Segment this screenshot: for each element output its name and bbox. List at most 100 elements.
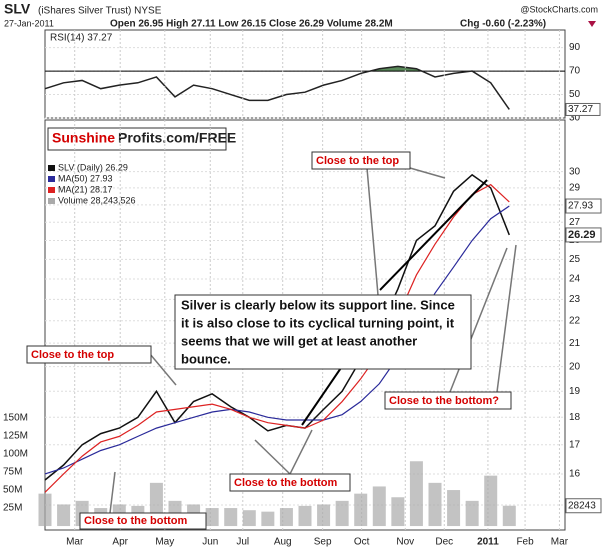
series-line <box>44 183 510 493</box>
symbol: SLV <box>4 1 31 17</box>
last-value: 26.29 <box>568 229 596 241</box>
volume-bar <box>57 504 71 527</box>
volume-bar <box>298 505 312 527</box>
x-tick-label: Jul <box>236 537 249 548</box>
y2-tick-label: 125M <box>3 431 28 442</box>
y-tick-label: 30 <box>569 166 581 177</box>
volume-bar <box>372 486 386 527</box>
y-tick-label: 50 <box>569 89 581 100</box>
y2-tick-label: 25M <box>3 503 22 514</box>
y2-tick-label: 75M <box>3 467 22 478</box>
x-tick-label: Apr <box>112 537 128 548</box>
y-tick-label: 25 <box>569 254 581 265</box>
annotation: Close to the bottom <box>84 515 187 527</box>
logo-red: Sunshine <box>52 130 115 146</box>
annotation-box <box>79 512 207 530</box>
y-tick-label: 24 <box>569 274 581 285</box>
source: @StockCharts.com <box>520 4 598 14</box>
x-tick-label: Dec <box>435 537 453 548</box>
y-tick-label: 30 <box>569 113 581 124</box>
logo-box <box>47 127 227 151</box>
last-value: 27.93 <box>568 201 593 212</box>
legend-entry: SLV (Daily) 26.29 <box>58 162 128 172</box>
volume-bar <box>447 490 461 527</box>
last-value-box <box>565 102 601 116</box>
comment-line: it is also close to its cyclical turning… <box>181 315 455 330</box>
date: 27-Jan-2011 <box>4 18 54 28</box>
last-value: 37.27 <box>568 104 593 115</box>
overbought-area <box>369 66 422 72</box>
y-tick-label: 18 <box>569 412 581 423</box>
annotation: Close to the top <box>31 349 114 361</box>
legend-entry: MA(21) 28.17 <box>58 184 113 194</box>
volume-bar <box>502 505 516 527</box>
x-tick-label: Oct <box>354 537 370 548</box>
x-tick-label: 2011 <box>477 537 499 548</box>
y-tick-label: 22 <box>569 315 581 326</box>
last-value-box <box>565 227 602 243</box>
panel-title: RSI(14) 37.27 <box>50 33 113 44</box>
x-tick-label: Jun <box>202 537 218 548</box>
comment-box <box>174 294 472 370</box>
quote: Open 26.95 High 27.11 Low 26.15 Close 26… <box>110 19 393 30</box>
y2-tick-label: 100M <box>3 449 28 460</box>
y2-tick-label: 150M <box>3 413 28 424</box>
last-value: 28243 <box>568 500 596 511</box>
x-tick-label: Aug <box>274 537 292 548</box>
volume-bar <box>317 504 331 527</box>
volume-bar <box>484 475 498 527</box>
volume-bar <box>335 500 349 527</box>
comment-line: bounce. <box>181 351 231 366</box>
volume-bar <box>38 493 52 527</box>
volume-bar <box>279 508 293 527</box>
volume-bar <box>391 497 405 527</box>
x-tick-label: Mar <box>66 537 84 548</box>
security-name: (iShares Silver Trust) NYSE <box>38 6 162 17</box>
legend-entry: MA(50) 27.93 <box>58 173 113 183</box>
y-tick-label: 23 <box>569 294 581 305</box>
annotation: Close to the bottom <box>234 477 337 489</box>
annotation-box <box>26 345 152 364</box>
volume-bar <box>261 511 275 527</box>
price-frame <box>44 119 566 531</box>
y-tick-label: 16 <box>569 469 581 480</box>
y-tick-label: 20 <box>569 361 581 372</box>
last-value-box <box>565 498 602 514</box>
annotation-box <box>384 391 512 410</box>
y-tick-label: 70 <box>569 66 581 77</box>
y-tick-label: 21 <box>569 338 581 349</box>
down-arrow <box>588 21 596 27</box>
annotation-box <box>229 473 351 492</box>
y2-tick-label: 50M <box>3 485 22 496</box>
y-tick-label: 90 <box>569 42 581 53</box>
volume-bar <box>242 510 256 527</box>
legend-swatch <box>48 176 55 182</box>
x-tick-label: Nov <box>396 537 414 548</box>
volume-bar <box>409 461 423 527</box>
y-tick-label: 19 <box>569 386 581 397</box>
volume-bar <box>354 493 368 527</box>
logo-black: Profits.com/FREE <box>118 130 236 146</box>
y-tick-label: 17 <box>569 439 581 450</box>
annotation: Close to the top <box>316 155 399 167</box>
legend-swatch <box>48 198 55 204</box>
x-tick-label: Sep <box>314 537 332 548</box>
volume-bar <box>428 482 442 527</box>
x-tick-label: Mar <box>551 537 569 548</box>
legend-swatch <box>48 165 55 171</box>
volume-bar <box>465 500 479 527</box>
annotation: Close to the bottom? <box>389 395 499 407</box>
series-line <box>44 173 510 481</box>
series-line <box>44 65 510 110</box>
y-tick-label: 27 <box>569 217 581 228</box>
volume-bar <box>205 508 219 527</box>
comment-line: seems that we will get at least another <box>181 333 417 348</box>
change: Chg -0.60 (-2.23%) <box>460 19 546 30</box>
comment-line: Silver is clearly below its support line… <box>181 297 455 312</box>
volume-bar <box>224 508 238 527</box>
annotation-box <box>311 151 411 170</box>
x-tick-label: Feb <box>516 537 534 548</box>
last-value-box <box>565 198 602 214</box>
legend-entry: Volume 28,243,526 <box>58 195 136 205</box>
